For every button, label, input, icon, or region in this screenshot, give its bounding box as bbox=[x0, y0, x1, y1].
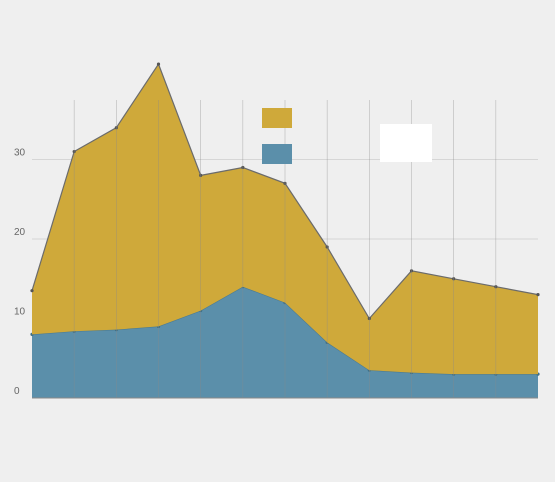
y-tick-label-2: 20 bbox=[14, 227, 26, 238]
legend bbox=[262, 108, 432, 164]
y-tick-label-1: 10 bbox=[14, 307, 26, 318]
point-series-1-3 bbox=[156, 62, 161, 66]
year-dividers bbox=[32, 100, 538, 399]
y-axis-ticks: 0 10 20 30 bbox=[14, 148, 26, 398]
legend-note-box bbox=[380, 124, 432, 162]
y-tick-label-0: 0 bbox=[14, 386, 20, 397]
point-series-1-12 bbox=[536, 293, 540, 297]
point-series-1-0 bbox=[30, 289, 34, 293]
legend-swatch-1 bbox=[262, 144, 292, 164]
y-tick-label-3: 30 bbox=[14, 148, 26, 159]
legend-swatch-0 bbox=[262, 108, 292, 128]
